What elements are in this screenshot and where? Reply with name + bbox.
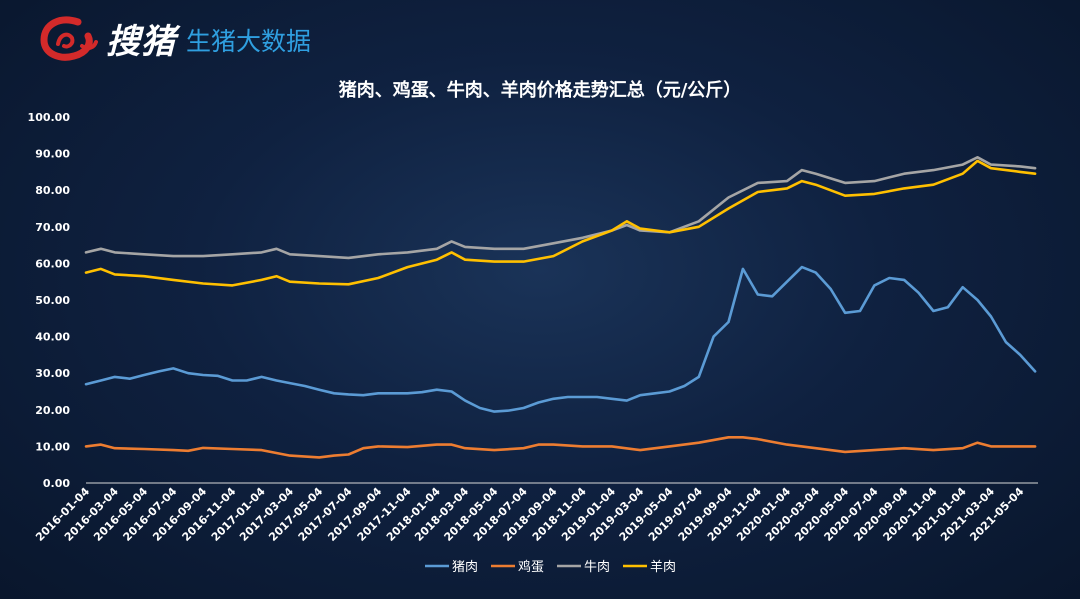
y-tick-label: 80.00 xyxy=(35,184,70,197)
legend-label: 鸡蛋 xyxy=(518,559,544,575)
y-tick-label: 40.00 xyxy=(35,331,70,344)
y-tick-label: 100.00 xyxy=(28,111,71,124)
legend-label: 牛肉 xyxy=(584,560,610,575)
series-line xyxy=(84,159,1037,287)
brand-name: 搜猪 xyxy=(106,21,176,62)
chart-title: 猪肉、鸡蛋、牛肉、羊肉价格走势汇总（元/公斤） xyxy=(338,79,742,101)
y-tick-label: 70.00 xyxy=(35,221,70,234)
brand-tagline: 生猪大数据 xyxy=(186,27,312,56)
brand-header: 搜猪 生猪大数据 xyxy=(38,14,311,62)
y-tick-label: 10.00 xyxy=(35,440,70,453)
y-tick-label: 20.00 xyxy=(35,404,70,417)
y-tick-label: 60.00 xyxy=(35,257,70,270)
series-line xyxy=(84,265,1037,413)
x-axis-labels: 2016-01-042016-03-042016-05-042016-07-04… xyxy=(33,485,1026,544)
y-tick-label: 0.00 xyxy=(43,477,70,490)
y-tick-label: 30.00 xyxy=(35,367,70,380)
legend-label: 羊肉 xyxy=(650,559,676,575)
red-brush-circle-logo-icon xyxy=(38,14,100,62)
series-line xyxy=(84,435,1037,459)
legend-label: 猪肉 xyxy=(452,560,478,575)
y-tick-label: 50.00 xyxy=(35,294,70,307)
legend: 猪肉 鸡蛋 牛肉 羊肉 xyxy=(425,559,676,575)
y-tick-label: 90.00 xyxy=(35,148,70,161)
series-lines xyxy=(84,156,1037,459)
y-axis-labels: 0.00 10.00 20.00 30.00 40.00 50.00 60.00 70.00 8… xyxy=(28,111,71,490)
series-line xyxy=(84,156,1037,260)
